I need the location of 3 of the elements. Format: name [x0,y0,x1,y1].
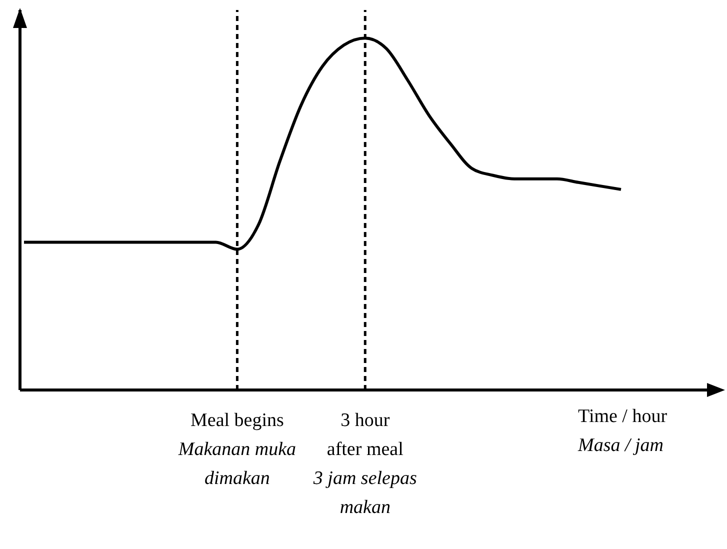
x-axis-title: Time / hour Masa / jam [578,405,668,458]
x-tick-label: Meal begins Makanan muka dimakan [177,410,296,489]
x-tick-label: 3 hour after meal 3 jam selepas makan [312,410,417,518]
